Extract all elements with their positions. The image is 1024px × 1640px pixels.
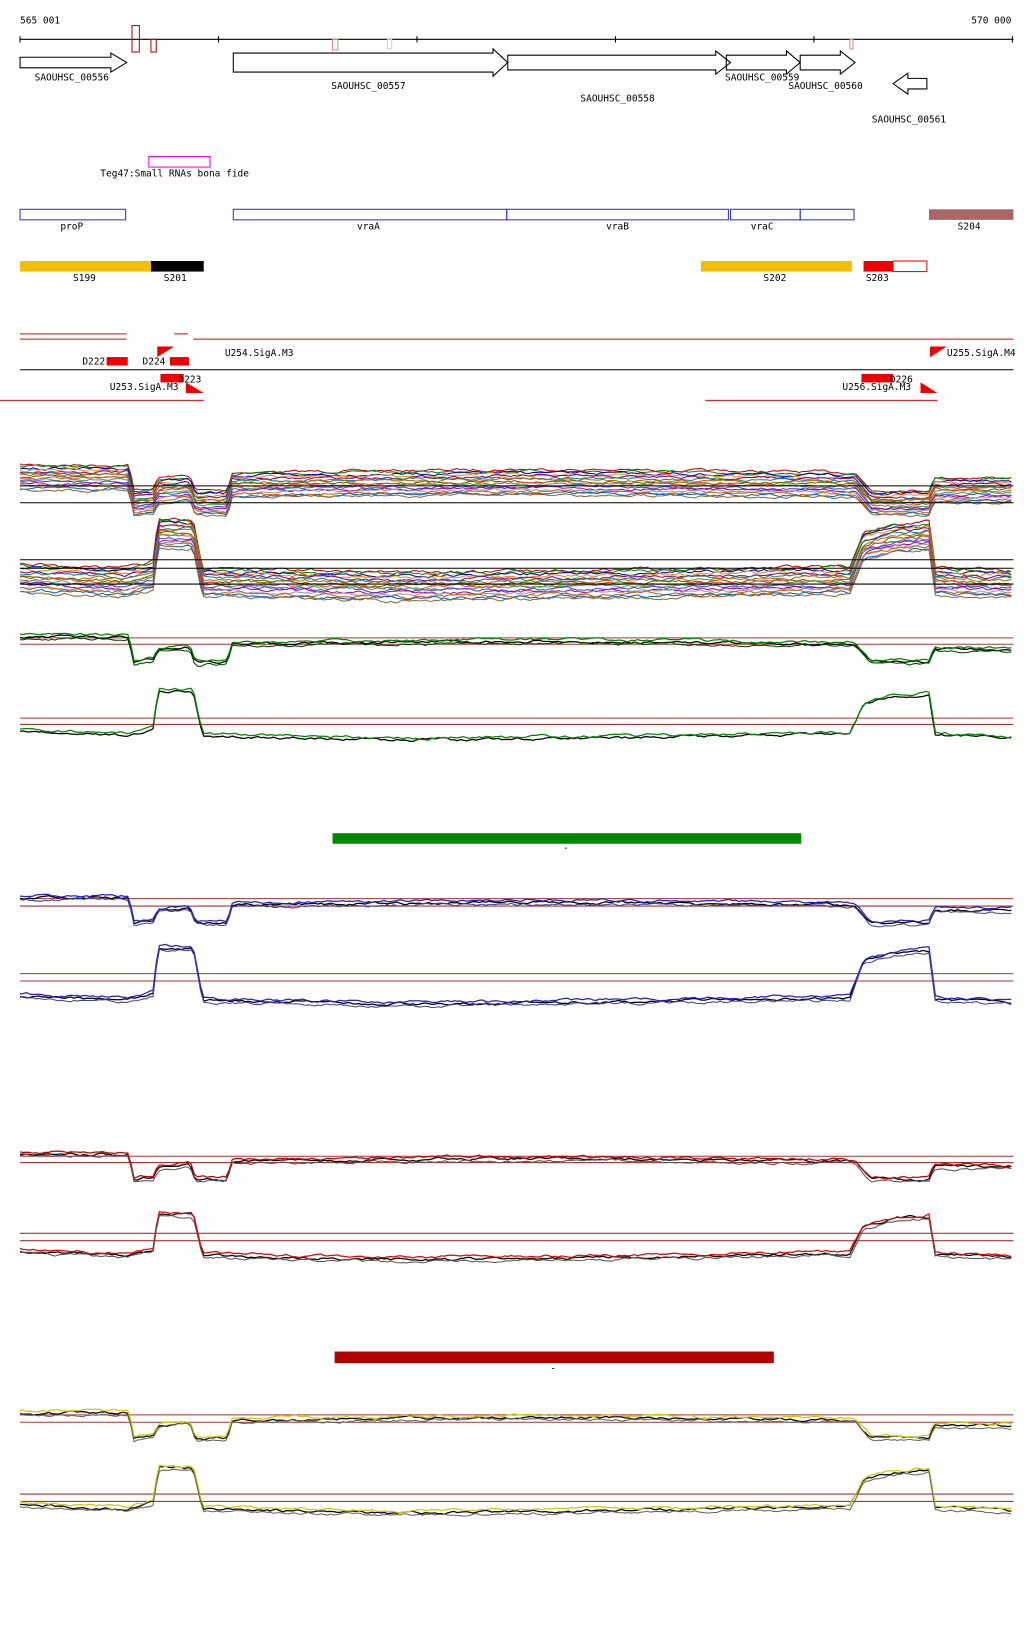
- trace: [19, 547, 1012, 604]
- small-features: [131, 25, 854, 53]
- segment-label: S203: [866, 273, 889, 284]
- trace: [20, 897, 1012, 928]
- ruler-ticks: [19, 36, 1013, 43]
- trace: [19, 947, 1012, 1007]
- trace: [19, 634, 1012, 664]
- gene-label: SAOUHSC_00559: [725, 73, 800, 84]
- trace: [19, 522, 1012, 580]
- trace: [19, 1465, 1012, 1515]
- gene-label: SAOUHSC_00557: [331, 81, 405, 92]
- trace: [20, 473, 1012, 503]
- trace: [20, 520, 1012, 579]
- segment-label: S202: [763, 273, 786, 284]
- trace: [19, 543, 1012, 601]
- region-label: -: [550, 1364, 556, 1375]
- trace: [19, 1212, 1012, 1262]
- site-label: D222: [82, 356, 105, 367]
- segment-label: S201: [164, 273, 187, 284]
- segment: [20, 261, 151, 272]
- segment-label: S199: [73, 273, 96, 284]
- trace: [19, 1153, 1012, 1183]
- ruler-start: 565 001: [20, 15, 60, 26]
- trace: [20, 528, 1012, 586]
- operon-boxes: [19, 208, 855, 221]
- segment: [892, 260, 928, 273]
- segment: [150, 261, 204, 272]
- site-lines: [0, 333, 1014, 401]
- trace: [20, 1215, 1012, 1264]
- site-label: U256.SigA.M3: [842, 382, 911, 393]
- region-bar: [334, 1351, 774, 1364]
- operon-box: [928, 209, 1014, 220]
- trace: [19, 948, 1012, 1009]
- region-bar: [332, 833, 802, 844]
- trace: [19, 1150, 1012, 1180]
- trace: [19, 469, 1012, 500]
- site-label: U253.SigA.M3: [110, 382, 179, 393]
- trace: [19, 479, 1012, 510]
- trace: [20, 518, 1012, 576]
- operon-label: S204: [958, 221, 981, 232]
- site-label: D223: [178, 374, 201, 385]
- trace: [19, 477, 1012, 508]
- srna-label: Teg47:Small RNAs bona fide: [100, 169, 249, 180]
- trace: [19, 486, 1012, 516]
- trace: [19, 690, 1012, 743]
- srna-box: [148, 155, 211, 168]
- gene-arrows: [19, 47, 928, 96]
- site-label: D224: [143, 356, 166, 367]
- operon-label: vraA: [357, 221, 380, 232]
- operon-label: proP: [60, 221, 83, 232]
- site-label: U255.SigA.M4: [947, 348, 1016, 359]
- trace: [19, 1464, 1012, 1514]
- trace: [19, 525, 1012, 584]
- gene-label: SAOUHSC_00558: [580, 94, 655, 105]
- site-label: D226: [890, 374, 913, 385]
- gene-label: SAOUHSC_00556: [35, 73, 110, 84]
- trace: [20, 1412, 1012, 1443]
- trace: [19, 893, 1012, 924]
- trace: [19, 943, 1012, 1004]
- segment: [863, 261, 894, 272]
- trace: [20, 637, 1012, 668]
- operon-label: vraC: [751, 221, 774, 232]
- gene-label: SAOUHSC_00561: [872, 115, 947, 126]
- trace: [19, 466, 1012, 496]
- site-label: U254.SigA.M3: [225, 348, 294, 359]
- trace: [19, 1408, 1012, 1439]
- trace: [19, 1468, 1012, 1517]
- trace: [19, 1211, 1012, 1259]
- region-label: -: [563, 843, 569, 854]
- operon-label: vraB: [606, 221, 629, 232]
- expression-traces: [19, 463, 1014, 1517]
- trace: [19, 533, 1012, 591]
- ruler-end: 570 000: [971, 15, 1011, 26]
- trace: [20, 687, 1012, 741]
- trace: [19, 895, 1012, 925]
- trace: [19, 632, 1012, 663]
- trace: [19, 488, 1012, 518]
- gene-label: SAOUHSC_00560: [788, 81, 863, 92]
- segment: [700, 261, 852, 272]
- trace: [19, 474, 1012, 504]
